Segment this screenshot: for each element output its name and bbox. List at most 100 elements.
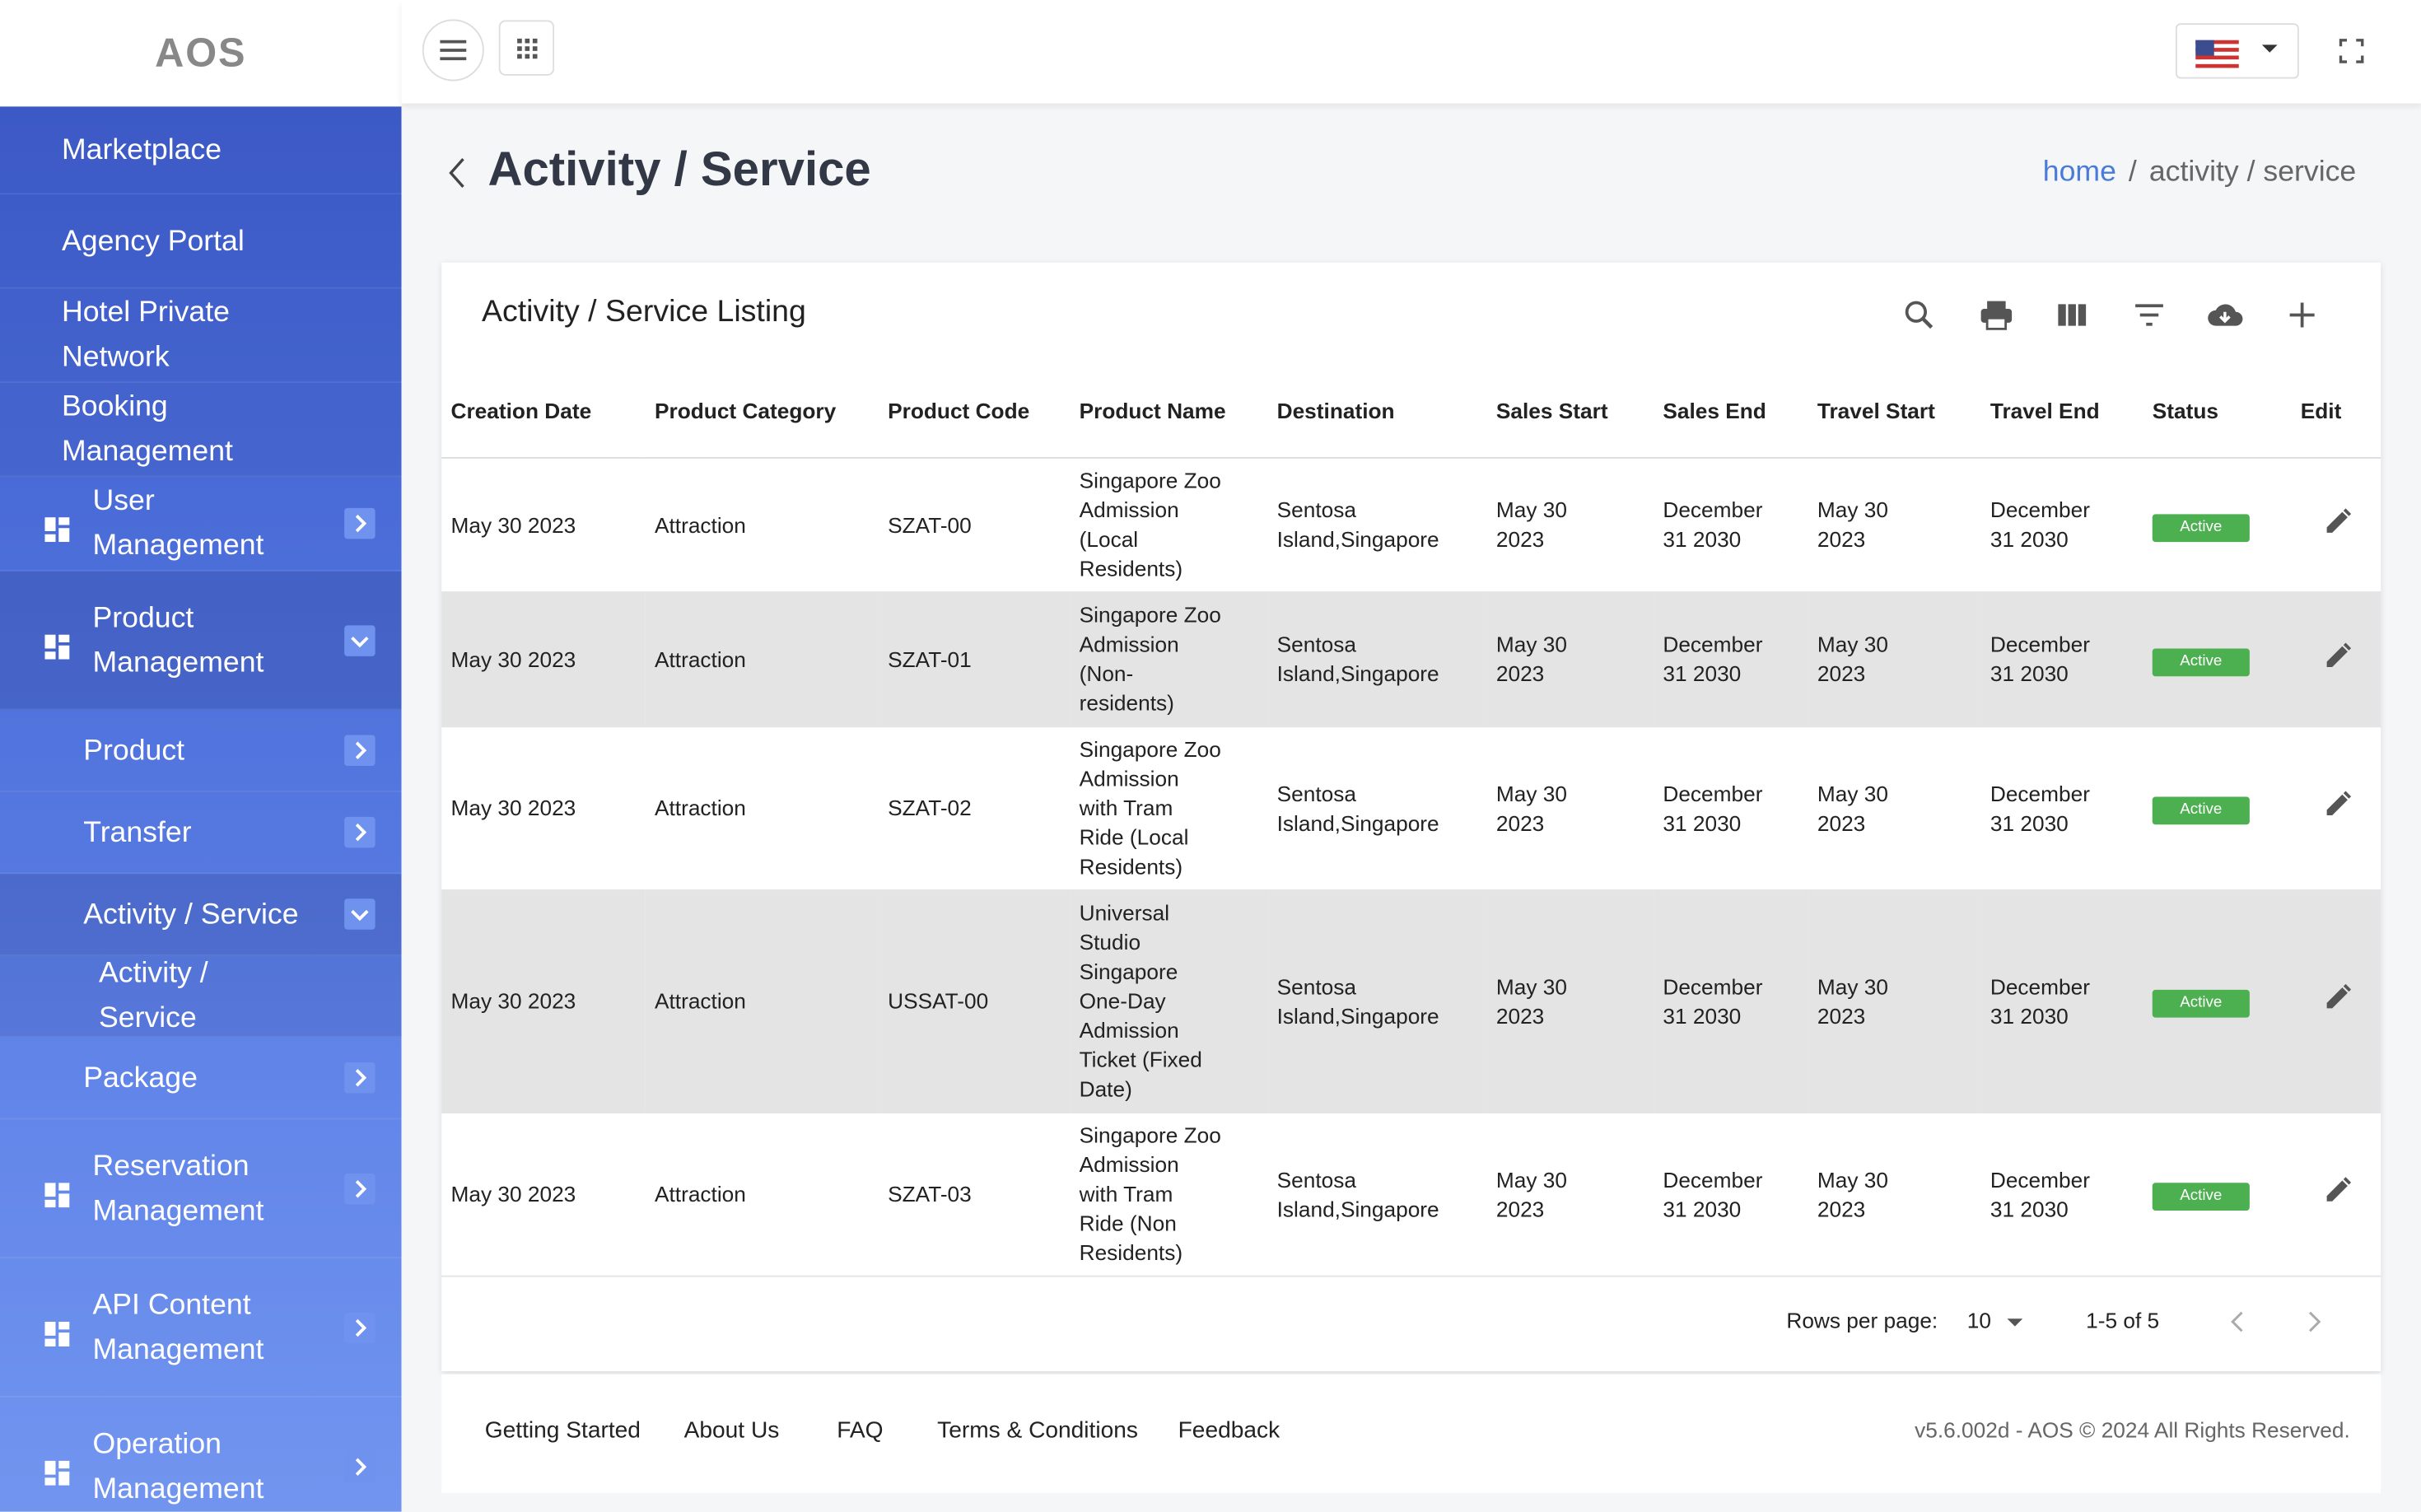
table-cell: Sentosa Island,Singapore (1267, 1113, 1486, 1276)
add-button[interactable] (2283, 296, 2321, 341)
sidebar-item[interactable]: Activity / Service (0, 956, 402, 1038)
cell-text: December 31 2030 (1990, 972, 2106, 1030)
status-badge: Active (2153, 648, 2250, 676)
glyph-part (352, 911, 368, 918)
copyright: v5.6.002d - AOS © 2024 All Rights Reserv… (1915, 1417, 2350, 1442)
sidebar-item[interactable]: Package (0, 1038, 402, 1119)
glyph-part (2327, 987, 2348, 1008)
topbar (402, 0, 2421, 104)
arrow-glyph (344, 817, 376, 848)
cell-text: Singapore Zoo Admission with Tram Ride (… (1080, 1121, 1222, 1267)
glyph-part (44, 1182, 55, 1196)
table-cell (2292, 592, 2381, 726)
cell-text: May 30 2023 (1496, 779, 1589, 838)
table-cell: May 30 2023 (1808, 726, 1981, 890)
footer-link[interactable]: Feedback (1178, 1417, 1280, 1444)
sidebar-item[interactable]: Booking Management (0, 383, 402, 477)
columns-button-glyph (2054, 296, 2091, 334)
column-header: Travel Start (1808, 366, 1981, 458)
rows-dropdown[interactable] (2004, 1314, 2026, 1330)
download-button[interactable] (2207, 296, 2244, 341)
sidebar-arrow[interactable] (344, 735, 376, 767)
glyph-part (44, 1477, 55, 1484)
footer-link[interactable]: FAQ (837, 1417, 883, 1444)
breadcrumb-item[interactable]: home (2043, 156, 2116, 189)
edit-button[interactable] (2322, 1186, 2353, 1211)
glyph-part (2078, 304, 2086, 325)
edit-button[interactable] (2322, 651, 2353, 675)
back-button[interactable] (445, 155, 469, 192)
table-cell: Sentosa Island,Singapore (1267, 592, 1486, 726)
cell-text: May 30 2023 (1496, 1165, 1589, 1224)
language-select[interactable] (2176, 23, 2299, 79)
footer-link[interactable]: Terms & Conditions (937, 1417, 1138, 1444)
sidebar-arrow[interactable] (344, 898, 376, 930)
glyph-part (2344, 1178, 2350, 1184)
glyph-part (2195, 40, 2214, 56)
fullscreen-button[interactable] (2338, 37, 2366, 65)
prev-page[interactable] (2227, 1308, 2248, 1336)
sidebar-item[interactable]: Agency Portal (0, 194, 402, 288)
sidebar-arrow[interactable] (344, 508, 376, 539)
glyph-part (58, 1460, 69, 1468)
apps-button[interactable] (499, 20, 555, 76)
sidebar-arrow[interactable] (344, 1173, 376, 1204)
sidebar-item[interactable]: Marketplace (0, 106, 402, 194)
sidebar-arrow[interactable] (344, 624, 376, 656)
cell-text: Sentosa Island,Singapore (1277, 972, 1470, 1030)
table-cell: May 30 2023 (1808, 1113, 1981, 1276)
edit-button[interactable] (2322, 993, 2353, 1018)
sidebar-item[interactable]: Product (0, 711, 402, 792)
sidebar-item[interactable]: User Management (0, 477, 402, 571)
cell-text: SZAT-00 (888, 511, 1057, 540)
rows-per-page[interactable]: 10 (1967, 1308, 1991, 1332)
menu-button[interactable] (422, 19, 485, 82)
table-cell: May 30 2023 (441, 592, 646, 726)
sidebar-item[interactable]: Hotel Private Network (0, 289, 402, 383)
print-button[interactable] (1977, 296, 2014, 341)
column-header: Sales Start (1487, 366, 1654, 458)
cell-text: Attraction (655, 794, 871, 824)
edit-button[interactable] (2322, 800, 2353, 824)
columns-button[interactable] (2054, 296, 2091, 341)
logo[interactable]: AOS (0, 0, 402, 106)
sidebar-label: Product (83, 728, 184, 772)
sidebar-arrow[interactable] (344, 1312, 376, 1343)
filter-button[interactable] (2130, 296, 2167, 341)
sidebar-item[interactable]: Product Management (0, 572, 402, 711)
next-page[interactable] (2304, 1308, 2325, 1336)
table-cell: May 30 2023 (1808, 890, 1981, 1113)
page-range: 1-5 of 5 (2086, 1308, 2159, 1332)
sidebar-item[interactable]: Activity / Service (0, 874, 402, 955)
glyph-part (58, 1471, 69, 1485)
search-button[interactable] (1901, 296, 1938, 341)
sidebar-item[interactable]: Transfer (0, 792, 402, 874)
cell-text: May 30 2023 (1817, 496, 1910, 554)
cell-text: May 30 2023 (451, 987, 637, 1016)
footer-link[interactable]: Getting Started (485, 1417, 641, 1444)
footer-link[interactable]: About Us (684, 1417, 780, 1444)
table-cell: May 30 2023 (441, 726, 646, 890)
sidebar-arrow[interactable] (344, 1451, 376, 1482)
cell-text: SZAT-02 (888, 794, 1057, 824)
sidebar-label: Package (83, 1056, 198, 1100)
arrow-glyph (344, 1173, 376, 1204)
sidebar-item[interactable]: Operation Management (0, 1398, 402, 1512)
sidebar-item[interactable]: API Content Management (0, 1258, 402, 1398)
cell-text: May 30 2023 (451, 511, 637, 540)
glyph-part (2344, 509, 2350, 515)
table-cell: Active (2143, 458, 2292, 592)
sidebar-item[interactable]: Reservation Management (0, 1119, 402, 1258)
sidebar-arrow[interactable] (344, 817, 376, 848)
sidebar-arrow[interactable] (344, 1062, 376, 1094)
sidebar-icon (44, 1315, 69, 1340)
glyph-part (2344, 643, 2350, 649)
glyph-part (58, 1332, 69, 1346)
edit-button[interactable] (2322, 516, 2353, 541)
